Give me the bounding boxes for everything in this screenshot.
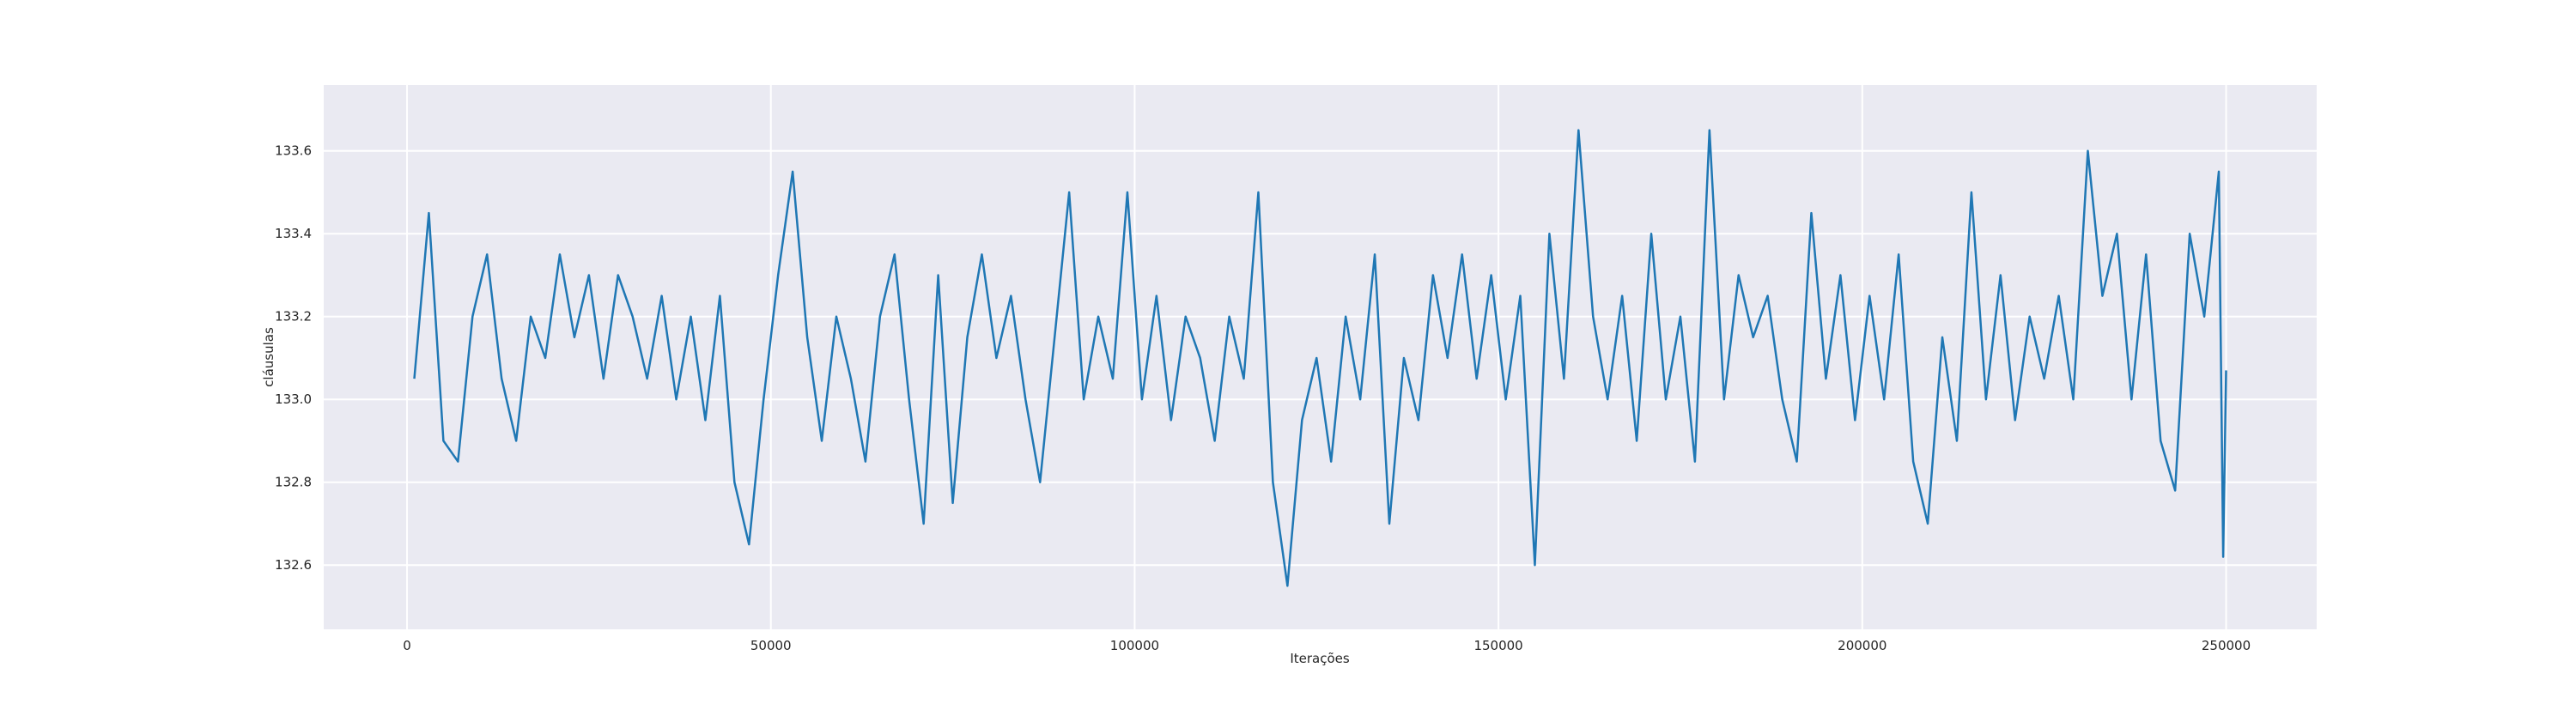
y-tick-label: 133.4 <box>275 226 312 241</box>
x-tick-label: 250000 <box>2202 638 2251 653</box>
y-tick-label: 133.6 <box>275 143 312 159</box>
plot-area <box>324 85 2317 629</box>
x-tick-label: 0 <box>403 638 411 653</box>
x-axis-label: Iterações <box>1290 651 1350 666</box>
y-tick-label: 133.0 <box>275 391 312 407</box>
x-tick-label: 200000 <box>1838 638 1886 653</box>
y-axis-label: cláusulas <box>261 327 276 387</box>
x-tick-label: 150000 <box>1473 638 1522 653</box>
y-tick-label: 133.2 <box>275 309 312 325</box>
x-tick-label: 100000 <box>1110 638 1159 653</box>
y-tick-label: 132.6 <box>275 557 312 573</box>
y-tick-label: 132.8 <box>275 475 312 490</box>
x-tick-label: 50000 <box>750 638 792 653</box>
series-line <box>413 129 2227 587</box>
